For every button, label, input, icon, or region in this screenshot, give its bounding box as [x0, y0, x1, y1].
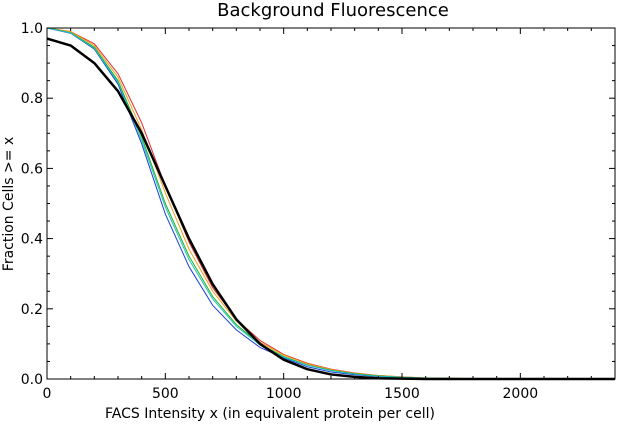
x-tick-label: 1000	[266, 386, 302, 402]
y-tick-label: 0.4	[21, 232, 43, 248]
series-line-5	[46, 37, 615, 381]
x-tick-label: 500	[152, 386, 179, 402]
series-line-1	[46, 27, 615, 380]
series-line-0	[46, 27, 615, 380]
y-tick-label: 0.2	[21, 302, 43, 318]
x-axis-label: FACS Intensity x (in equivalent protein …	[105, 406, 435, 422]
y-tick-label: 0.0	[21, 372, 43, 388]
y-axis-label: Fraction Cells >= x	[1, 137, 17, 271]
series-line-3	[46, 27, 615, 380]
x-tick-label: 0	[43, 386, 52, 402]
chart-title: Background Fluorescence	[217, 0, 449, 21]
x-tick-label: 1500	[384, 386, 420, 402]
series-group	[46, 27, 615, 381]
x-axis-ticks: 0 500 1000 1500 2000	[43, 28, 616, 402]
y-tick-label: 0.6	[21, 161, 43, 177]
plot-area: 0 500 1000 1500 2000 0.0 0.2 0.4 0.6 0.8 1.0	[21, 21, 616, 402]
series-line-4	[46, 27, 615, 380]
x-tick-label: 2000	[503, 386, 539, 402]
series-line-2	[46, 27, 615, 380]
plot-frame	[46, 27, 616, 380]
y-tick-label: 0.8	[21, 91, 43, 107]
y-axis-ticks: 0.0 0.2 0.4 0.6 0.8 1.0	[21, 21, 615, 388]
y-tick-label: 1.0	[21, 21, 43, 37]
